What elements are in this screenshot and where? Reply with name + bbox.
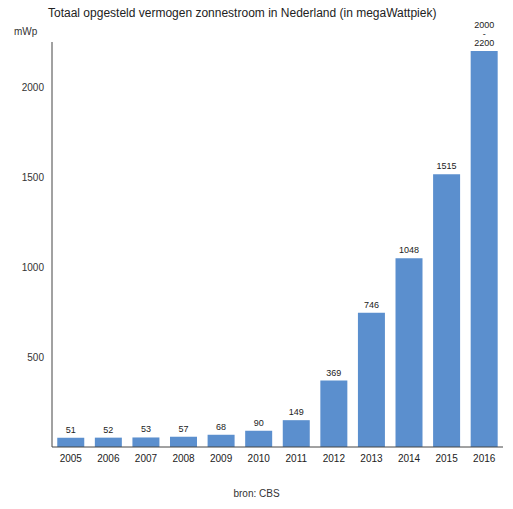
html-text:mWp: mWp bbox=[14, 26, 38, 37]
svg-text:2008: 2008 bbox=[172, 453, 195, 464]
html-text:Totaal opgesteld vermogen zonn: Totaal opgesteld vermogen zonnestroom in… bbox=[48, 6, 437, 20]
svg-text:90: 90 bbox=[254, 418, 264, 428]
svg-text:2000: 2000 bbox=[22, 82, 45, 93]
svg-text:2009: 2009 bbox=[210, 453, 233, 464]
svg-text:2016: 2016 bbox=[473, 453, 496, 464]
svg-text:500: 500 bbox=[27, 352, 44, 363]
svg-text:1048: 1048 bbox=[399, 245, 419, 255]
svg-text:2012: 2012 bbox=[323, 453, 346, 464]
svg-text:51: 51 bbox=[66, 425, 76, 435]
svg-text:149: 149 bbox=[289, 407, 304, 417]
svg-text:53: 53 bbox=[141, 424, 151, 434]
svg-text:1500: 1500 bbox=[22, 172, 45, 183]
svg-text:2005: 2005 bbox=[60, 453, 83, 464]
svg-text:2011: 2011 bbox=[286, 453, 308, 464]
svg-text:2015: 2015 bbox=[436, 453, 459, 464]
svg-text:2000-2200: 2000-2200 bbox=[474, 20, 494, 48]
svg-text:52: 52 bbox=[103, 425, 113, 435]
svg-text:68: 68 bbox=[216, 422, 226, 432]
svg-text:746: 746 bbox=[364, 300, 379, 310]
svg-text:2013: 2013 bbox=[360, 453, 383, 464]
svg-text:2010: 2010 bbox=[248, 453, 271, 464]
html-text:bron: CBS: bron: CBS bbox=[233, 488, 280, 499]
svg-text:369: 369 bbox=[326, 368, 341, 378]
svg-text:1515: 1515 bbox=[437, 161, 457, 171]
svg-text:2006: 2006 bbox=[97, 453, 120, 464]
svg-text:57: 57 bbox=[179, 424, 189, 434]
svg-text:2014: 2014 bbox=[398, 453, 421, 464]
svg-text:1000: 1000 bbox=[22, 262, 45, 273]
svg-text:2007: 2007 bbox=[135, 453, 158, 464]
